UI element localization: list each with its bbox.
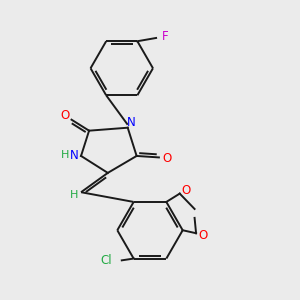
Text: O: O <box>163 152 172 165</box>
Text: H: H <box>70 190 79 200</box>
Text: N: N <box>127 116 136 129</box>
Text: F: F <box>162 30 168 43</box>
Text: O: O <box>60 109 69 122</box>
Text: O: O <box>198 229 207 242</box>
Text: Cl: Cl <box>100 254 112 267</box>
Text: N: N <box>70 148 79 162</box>
Text: O: O <box>182 184 191 197</box>
Text: H: H <box>61 150 69 160</box>
